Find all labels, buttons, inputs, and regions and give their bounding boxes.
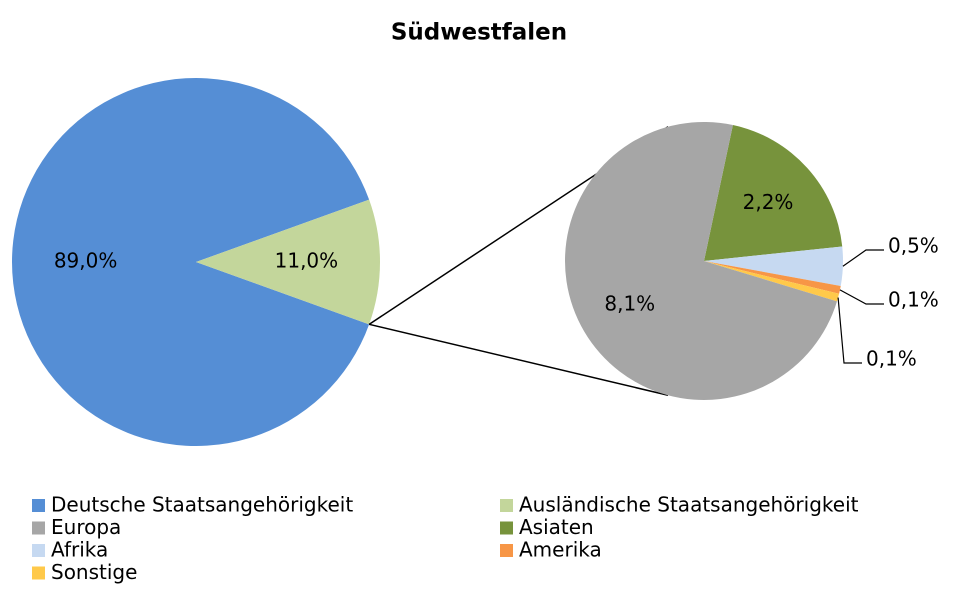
leader-line — [837, 297, 862, 364]
legend-label: Amerika — [519, 538, 602, 562]
legend-label: Ausländische Staatsangehörigkeit — [519, 493, 859, 517]
leader-line — [842, 249, 884, 267]
data-label: 89,0% — [54, 249, 118, 273]
legend-label: Afrika — [51, 538, 108, 562]
data-label: 11,0% — [275, 249, 339, 273]
pie-slice — [704, 261, 841, 294]
legend-swatch — [32, 566, 45, 580]
legend-swatch — [500, 499, 513, 512]
pie-slice — [565, 121, 837, 401]
legend-label: Deutsche Staatsangehörigkeit — [51, 493, 353, 517]
data-label: 2,2% — [743, 190, 794, 214]
legend-label: Sonstige — [51, 560, 137, 584]
chart-title: Südwestfalen — [391, 20, 567, 46]
connector-line — [368, 323, 669, 396]
legend-swatch — [32, 499, 45, 512]
data-label: 0,1% — [866, 347, 917, 371]
pie-slice — [196, 199, 381, 325]
pie-slice — [704, 125, 843, 262]
legend-swatch — [32, 544, 45, 557]
legend-swatch — [500, 544, 513, 557]
legend-swatch — [500, 521, 513, 535]
data-label: 8,1% — [604, 291, 655, 315]
data-label: 0,1% — [888, 288, 939, 312]
legend-swatch — [32, 521, 45, 535]
legend-label: Europa — [51, 515, 121, 539]
data-label: 0,5% — [888, 234, 939, 258]
pie-slice — [704, 261, 840, 302]
legend-label: Asiaten — [519, 515, 594, 539]
pie-slice — [704, 246, 843, 287]
leader-line — [839, 289, 884, 305]
pie-slice — [12, 77, 370, 446]
